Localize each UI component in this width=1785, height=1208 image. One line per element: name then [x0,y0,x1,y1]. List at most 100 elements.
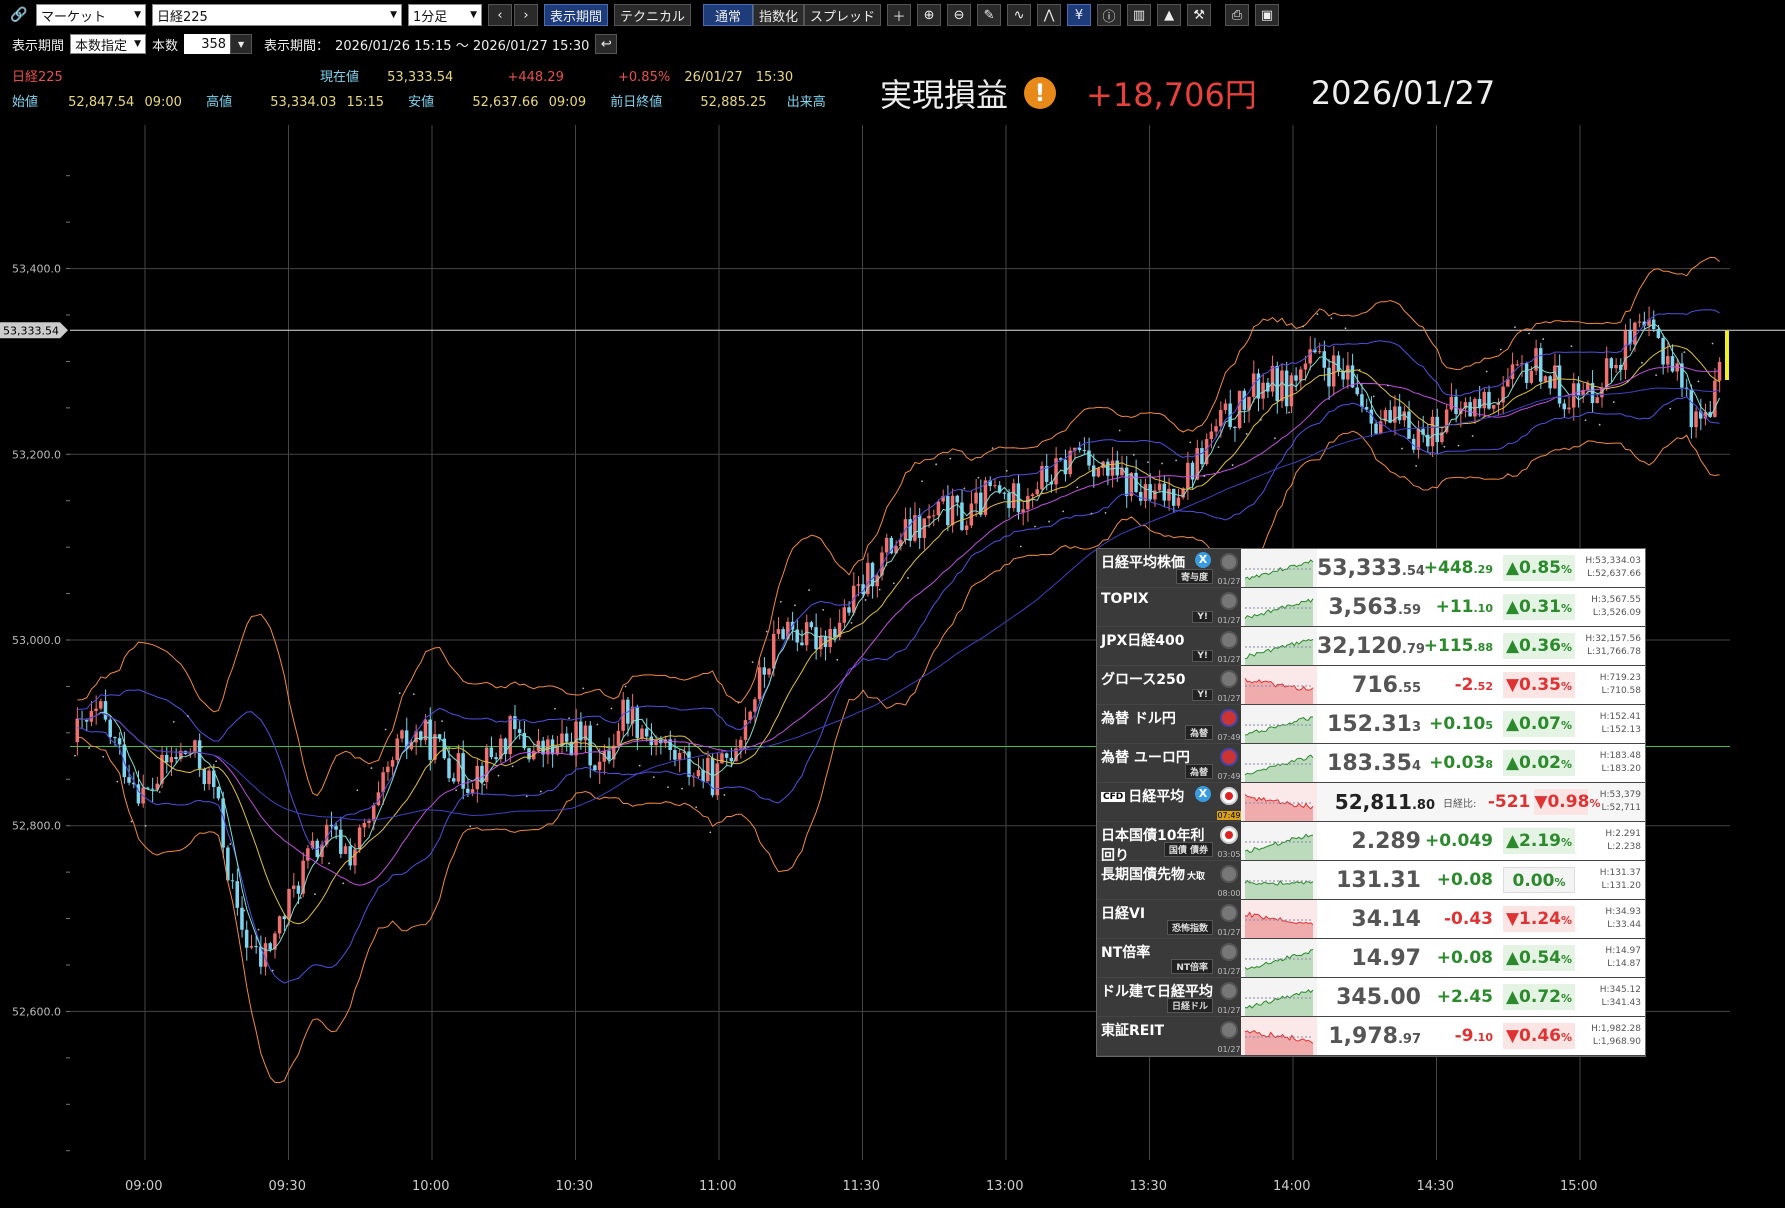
board-row[interactable]: TOPIX Y! 01/27 3,563.59 +11.10 ▲0.31% H:3,567.… [1097,588,1645,627]
mini-chart-line [1244,638,1314,660]
board-sub-link[interactable]: 為替 [1184,764,1213,779]
board-sub-link[interactable]: NT倍率 [1171,959,1213,974]
zoom-in-button[interactable]: ⊕ [917,4,942,26]
prev-arrow-button[interactable]: ‹ [488,4,512,26]
sar-dot [1019,545,1022,548]
count-stepper[interactable]: ▼ [230,34,253,54]
candle-body [1087,450,1091,466]
zoom-out-button[interactable]: ⊖ [947,4,972,26]
board-icon: 01/27 [1217,627,1241,665]
mountain-button[interactable]: ▲ [1157,4,1182,26]
board-row[interactable]: ドル建て日経平均 日経ドル 01/27 345.00 +2.45 ▲0.72% H:345.… [1097,978,1645,1017]
sar-dot [469,825,472,828]
change-int: +0.03 [1429,753,1486,773]
next-arrow-button[interactable]: › [514,4,538,26]
trend-button[interactable]: ∿ [1007,4,1032,26]
technical-button[interactable]: テクニカル [614,4,692,26]
sar-dot [1175,459,1178,462]
change-int: -0.43 [1444,909,1493,929]
candle-body [555,745,559,755]
candle-body [908,519,912,541]
price-dec: .97 [1397,1031,1421,1047]
sar-dot [398,692,401,695]
ma-5-line [77,323,1721,952]
mini-chart-svg [1244,716,1313,743]
board-price: 14.97 [1317,946,1421,971]
board-row[interactable]: 日経平均株価 X 寄与度 01/27 53,333.54 +448.29 ▲0.85% H:5… [1097,549,1645,588]
sar-dot [737,701,740,704]
sar-dot [271,969,274,972]
info-button[interactable]: ⓘ [1097,4,1122,26]
board-sub-link[interactable]: Y! [1192,689,1213,701]
market-select[interactable]: マーケット ▼ [36,4,146,26]
board-row[interactable]: グロース250 Y! 01/27 716.55 -2.52 ▼0.35% H:719.23 L… [1097,666,1645,705]
display-period-button[interactable]: 表示期間 [544,4,609,26]
board-row[interactable]: 為替 ドル円 為替 07:49 152.313 +0.105 ▲0.07% H:152.41… [1097,705,1645,744]
candle-body [833,628,837,638]
candle-body [89,710,94,722]
board-high: H:152.41 [1599,712,1641,722]
draw-button[interactable]: ✎ [977,4,1002,26]
settings-button[interactable]: ⚒ [1187,4,1212,26]
chevron-right-icon: › [523,7,529,23]
candle-body [541,740,545,755]
index-button[interactable]: 指数化 [753,4,805,26]
reset-period-button[interactable]: ↩ [595,34,618,54]
my-button[interactable]: ▥ [1127,4,1152,26]
x-share-icon[interactable]: X [1195,786,1211,802]
board-sub-link[interactable]: 国債 債券 [1163,842,1213,857]
board-row[interactable]: JPX日経400 Y! 01/27 32,120.79 +115.88 ▲0.36% H:3… [1097,627,1645,666]
candle-body [583,725,588,741]
mini-chart [1241,783,1317,821]
sar-dot [1626,380,1629,383]
window-button[interactable]: ▣ [1255,4,1280,26]
board-sub-link[interactable]: 為替 [1184,725,1213,740]
candle-body [193,740,197,754]
sar-dot [1584,419,1587,422]
period-mode-select[interactable]: 本数指定 ▼ [70,34,147,54]
market-icon [1220,943,1238,961]
board-row[interactable]: 東証REIT 01/27 1,978.97 -9.10 ▼0.46% H:1,982.28… [1097,1017,1645,1056]
board-sub-link[interactable]: 寄与度 [1175,569,1213,584]
candle-body [1129,472,1134,497]
board-row[interactable]: 為替 ユーロ円 為替 07:49 183.354 +0.038 ▲0.02% H:183.4… [1097,744,1645,783]
candle-body [1223,403,1228,410]
board-sub-link[interactable]: Y! [1192,650,1213,662]
candle-body [997,485,1002,493]
sar-dot [497,774,500,777]
info-icon: ⓘ [1102,9,1116,25]
signal-button[interactable]: ⋀ [1037,4,1062,26]
candle-body [1002,492,1007,494]
print-button[interactable]: ⎙ [1225,4,1250,26]
sar-dot [1641,361,1643,364]
board-row[interactable]: CFD 日経平均 X 07:49 52,811.80 日経比: -521 ▼0.98% H:53… [1097,783,1645,822]
board-sub-link[interactable]: Y! [1192,611,1213,623]
board-row[interactable]: NT倍率 NT倍率 01/27 14.97 +0.08 ▲0.54% H:14.97 L:14… [1097,939,1645,978]
interval-select[interactable]: 1分足 ▼ [408,4,482,26]
sar-dot [681,787,683,790]
board-row[interactable]: 日経VI 恐怖指数 01/27 34.14 -0.43 ▼1.24% H:34.93 L:33… [1097,900,1645,939]
board-row[interactable]: 長期国債先物 大取 08:00 131.31 +0.08 0.00% H:131.37 L:1… [1097,861,1645,900]
board-sub-link[interactable]: 恐怖指数 [1166,920,1213,935]
mini-chart-svg [1244,879,1314,899]
normal-button[interactable]: 通常 [703,4,754,26]
symbol-select[interactable]: 日経225 ▼ [152,4,402,26]
candle-body [428,719,432,760]
crosshair-button[interactable]: ＋ [887,4,912,26]
chevron-down-icon: ▼ [134,10,141,20]
spread-button[interactable]: スプレッド [804,4,882,26]
board-sub-link[interactable]: 日経ドル [1166,998,1213,1013]
board-row[interactable]: 日本国債10年利回り 国債 債券 03:05 2.289 +0.049 ▲2.19% H:2… [1097,822,1645,864]
candle-body [734,748,738,762]
link-icon[interactable]: 🔗 [10,7,28,23]
warning-icon[interactable]: ! [1024,77,1057,109]
x-share-icon[interactable]: X [1195,552,1211,568]
candle-body [696,770,701,777]
sar-dot [1062,510,1065,513]
count-input[interactable]: 358 [184,34,231,54]
board-high-low: H:53,334.03 L:52,637.66 [1585,555,1645,581]
candle-body [306,848,310,861]
yen-button[interactable]: ¥ [1067,4,1092,26]
candle-body [950,495,955,526]
sar-dot [201,746,203,748]
